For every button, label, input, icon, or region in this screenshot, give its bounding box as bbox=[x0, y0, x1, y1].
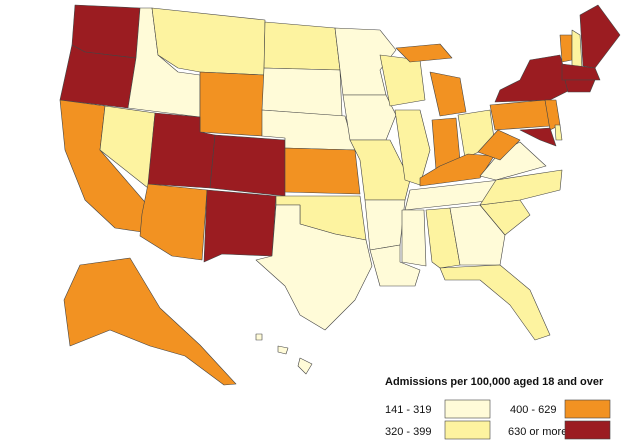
state bbox=[394, 109, 431, 186]
state bbox=[477, 129, 521, 161]
state bbox=[199, 71, 265, 137]
state bbox=[479, 169, 563, 206]
state bbox=[63, 257, 237, 386]
state bbox=[277, 345, 289, 355]
state bbox=[342, 94, 397, 141]
state bbox=[489, 99, 551, 131]
state bbox=[284, 147, 361, 195]
state bbox=[369, 244, 421, 287]
state bbox=[209, 134, 286, 197]
state bbox=[255, 204, 373, 331]
state bbox=[429, 71, 467, 117]
state bbox=[297, 357, 313, 375]
state bbox=[395, 43, 453, 63]
state bbox=[519, 127, 557, 147]
state bbox=[401, 209, 427, 267]
state bbox=[364, 199, 406, 251]
legend-label: 141 - 319 bbox=[385, 404, 431, 416]
state bbox=[261, 67, 343, 117]
state bbox=[139, 183, 208, 261]
state bbox=[203, 189, 277, 263]
legend-label: 400 - 629 bbox=[510, 404, 556, 416]
state bbox=[579, 4, 621, 69]
legend-title: Admissions per 100,000 aged 18 and over bbox=[385, 376, 604, 388]
legend-swatch bbox=[564, 420, 611, 440]
states bbox=[59, 4, 621, 386]
state bbox=[71, 4, 141, 59]
state bbox=[255, 333, 263, 341]
legend-label: 320 - 399 bbox=[385, 426, 431, 438]
state bbox=[449, 204, 506, 266]
state bbox=[554, 124, 563, 141]
legend-swatch bbox=[444, 420, 491, 440]
state bbox=[494, 54, 571, 103]
state bbox=[439, 264, 551, 341]
state bbox=[559, 34, 573, 63]
state bbox=[561, 63, 601, 81]
legend-label: 630 or more bbox=[508, 426, 567, 438]
state bbox=[419, 153, 495, 187]
legend-swatch bbox=[444, 399, 491, 419]
state bbox=[425, 207, 461, 269]
legend-swatch bbox=[564, 399, 611, 419]
state bbox=[263, 21, 341, 71]
state bbox=[564, 79, 596, 93]
state bbox=[571, 29, 583, 69]
legend: 141 - 319 320 - 399 400 - 629 630 or more bbox=[385, 399, 611, 440]
